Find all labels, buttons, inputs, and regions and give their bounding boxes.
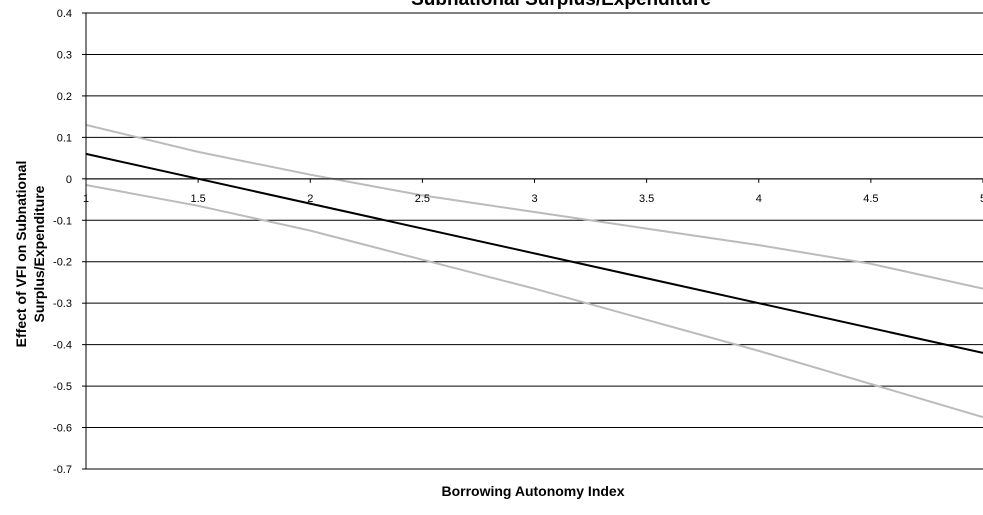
y-tick-label: 0.2 [57,91,72,103]
series-lines [85,123,983,419]
x-tick-label: 3 [531,193,537,205]
y-tick-label: -0.2 [53,257,72,269]
y-tick-label: 0 [66,174,72,186]
x-tick-label: 1 [83,193,89,205]
y-tick-labels: 0.4 0.3 0.2 0.1 0 -0.1 -0.2 -0.3 -0.4 -0.5 -0.6 -0.… [53,8,72,476]
y-tick-label: -0.7 [53,464,72,476]
x-tick-labels: 1 1.5 2 2.5 3 3.5 4 4.5 5 [83,193,983,205]
y-tick-label: -0.3 [53,298,72,310]
y-axis-title-line-2: Surplus/Expenditure [31,185,47,322]
upper-bound-line [85,123,983,290]
chart-title: Subnational Surplus/Expenditure [411,0,711,10]
y-tick-label: -0.4 [53,340,72,352]
gridlines [86,12,983,470]
axes [82,12,983,470]
y-tick-label: 0.1 [57,132,72,144]
x-tick-label: 5 [980,193,983,205]
y-tick-label: -0.5 [53,381,72,393]
x-tick-label: 3.5 [639,193,654,205]
estimate-line [85,152,983,354]
y-axis-title: Effect of VFI on Subnational Surplus/Exp… [13,161,47,348]
x-tick-label: 2.5 [415,193,430,205]
x-tick-label: 1.5 [190,193,205,205]
y-tick-label: -0.1 [53,215,72,227]
y-axis-title-line-1: Effect of VFI on Subnational [13,161,29,348]
x-tick-label: 4.5 [863,193,878,205]
lower-bound-line [85,184,983,419]
x-tick-label: 4 [756,193,762,205]
y-tick-label: -0.6 [53,423,72,435]
x-tick-label: 2 [307,193,313,205]
y-tick-label: 0.3 [57,49,72,61]
x-axis-title: Borrowing Autonomy Index [441,483,624,499]
y-tick-label: 0.4 [57,8,72,20]
